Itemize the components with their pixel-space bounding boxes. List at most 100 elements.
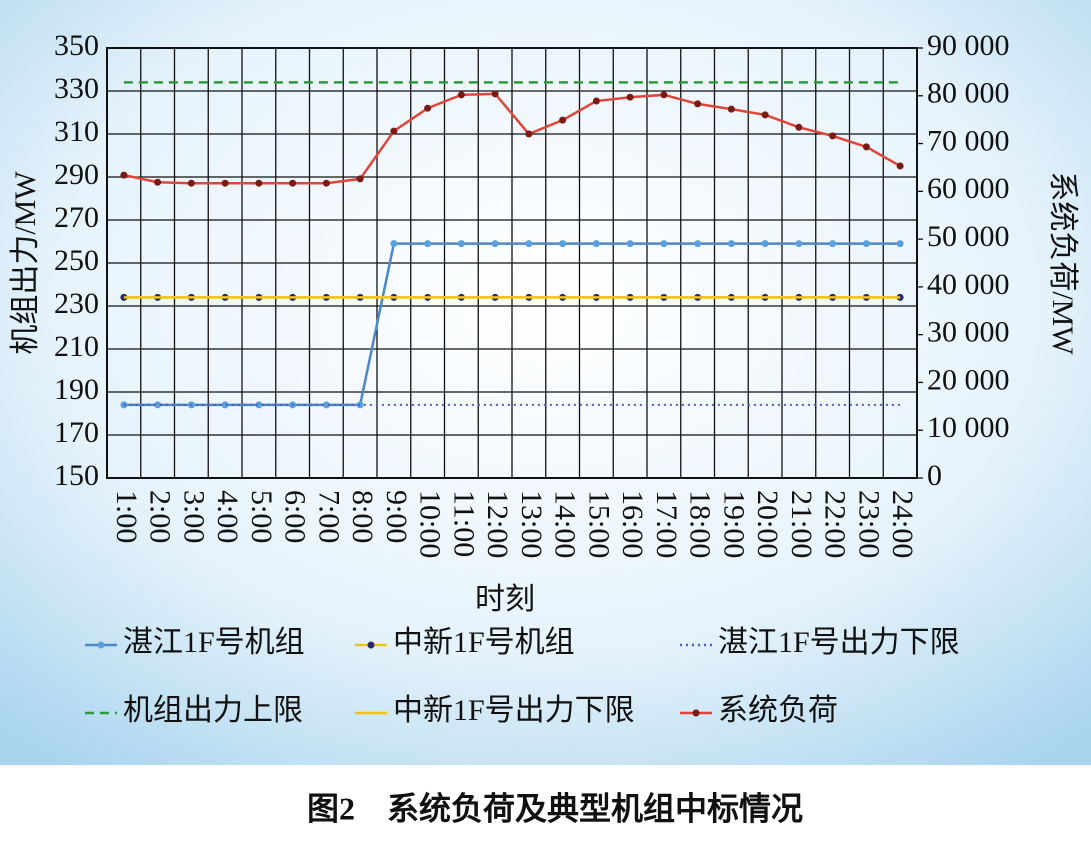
legend-label: 中新1F号出力下限 [393, 694, 635, 727]
legend-label: 湛江1F号机组 [123, 626, 305, 659]
y-tick-label: 290 [54, 158, 99, 191]
y2-tick-label: 20 000 [927, 363, 1010, 396]
marker [424, 240, 432, 248]
marker [862, 240, 870, 248]
x-tick-label: 9:00 [380, 490, 413, 543]
marker [896, 162, 904, 170]
y-tick-label: 270 [54, 201, 99, 234]
marker [592, 97, 600, 105]
y2-tick-label: 80 000 [927, 77, 1010, 110]
x-tick-label: 13:00 [515, 490, 548, 558]
y2-tick-label: 30 000 [927, 316, 1010, 349]
series-line [123, 242, 901, 407]
legend-marker [692, 709, 700, 717]
y-tick-label: 150 [54, 459, 99, 492]
x-tick-label: 23:00 [852, 490, 885, 558]
legend-label: 机组出力上限 [123, 694, 303, 727]
marker [660, 240, 668, 248]
marker [626, 240, 634, 248]
legend-label: 中新1F号机组 [393, 626, 575, 659]
marker [896, 240, 904, 248]
marker [795, 123, 803, 131]
marker [559, 116, 567, 124]
marker [187, 179, 195, 187]
marker [322, 401, 330, 409]
marker [592, 240, 600, 248]
y-tick-label: 170 [54, 416, 99, 449]
y2-tick-label: 40 000 [927, 268, 1010, 301]
y-tick-label: 250 [54, 244, 99, 277]
y-axis-label: 机组出力/MW [9, 171, 42, 355]
y2-tick-label: 90 000 [927, 29, 1010, 62]
marker [390, 240, 398, 248]
x-tick-label: 19:00 [717, 490, 750, 558]
x-tick-label: 24:00 [886, 490, 919, 558]
marker [829, 240, 837, 248]
plot-frame [106, 47, 918, 479]
y2-tick-label: 70 000 [927, 124, 1010, 157]
x-tick-label: 3:00 [177, 490, 210, 543]
x-tick-label: 12:00 [481, 490, 514, 558]
marker [525, 130, 533, 138]
marker [322, 179, 330, 187]
series-line [123, 92, 901, 185]
marker [289, 179, 297, 187]
marker [525, 240, 533, 248]
y-tick-label: 330 [54, 72, 99, 105]
x-tick-label: 16:00 [616, 490, 649, 558]
x-tick-label: 22:00 [819, 490, 852, 558]
x-tick-label: 15:00 [582, 490, 615, 558]
marker [559, 240, 567, 248]
y2-tick-label: 10 000 [927, 411, 1010, 444]
marker [727, 240, 735, 248]
marker [120, 171, 128, 179]
marker [356, 401, 364, 409]
y-tick-label: 310 [54, 115, 99, 148]
marker [694, 100, 702, 108]
x-tick-label: 18:00 [684, 490, 717, 558]
legend-label: 湛江1F号出力下限 [718, 626, 960, 659]
marker [154, 178, 162, 186]
y-tick-label: 210 [54, 330, 99, 363]
y-tick-label: 350 [54, 29, 99, 62]
marker [255, 179, 263, 187]
x-tick-label: 1:00 [110, 490, 143, 543]
x-tick-label: 21:00 [785, 490, 818, 558]
marker [255, 401, 263, 409]
marker [457, 91, 465, 99]
caption: 图2 系统负荷及典型机组中标情况 [307, 790, 803, 826]
marker [424, 104, 432, 112]
marker [390, 127, 398, 135]
x-tick-label: 4:00 [211, 490, 244, 543]
x-tick-label: 7:00 [312, 490, 345, 543]
x-axis-label: 时刻 [475, 583, 535, 616]
marker [829, 132, 837, 140]
marker [154, 401, 162, 409]
marker [660, 91, 668, 99]
y2-axis-label: 系统负荷/MW [1046, 171, 1079, 355]
marker [626, 93, 634, 101]
marker [727, 105, 735, 113]
x-tick-label: 5:00 [245, 490, 278, 543]
x-tick-label: 8:00 [346, 490, 379, 543]
x-tick-label: 17:00 [650, 490, 683, 558]
marker [761, 111, 769, 119]
y2-tick-label: 0 [927, 459, 942, 492]
marker [862, 143, 870, 151]
y-tick-label: 230 [54, 287, 99, 320]
marker [491, 90, 499, 98]
x-tick-label: 10:00 [414, 490, 447, 558]
y2-tick-label: 50 000 [927, 220, 1010, 253]
x-tick-label: 14:00 [549, 490, 582, 558]
y-tick-label: 190 [54, 373, 99, 406]
marker [795, 240, 803, 248]
marker [694, 240, 702, 248]
x-tick-label: 2:00 [144, 490, 177, 543]
marker [761, 240, 769, 248]
legend-label: 系统负荷 [718, 694, 838, 727]
marker [491, 240, 499, 248]
marker [221, 179, 229, 187]
x-tick-label: 6:00 [279, 490, 312, 543]
legend-marker [97, 641, 105, 649]
